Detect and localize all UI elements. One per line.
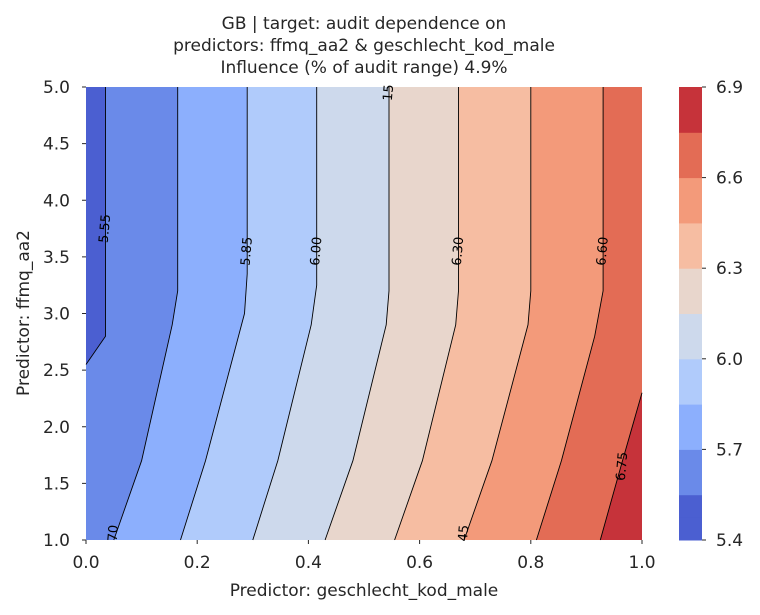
y-tick-label: 3.0 <box>43 305 70 325</box>
colorbar-tick-label: 5.7 <box>716 440 743 460</box>
x-tick-label: 0.2 <box>184 553 211 573</box>
contour-label: 15 <box>381 84 397 102</box>
colorbar-segment <box>679 313 702 360</box>
colorbar: 5.4 5.7 6.0 6.3 6.6 6.9 <box>679 78 743 551</box>
contour-lines <box>85 87 643 541</box>
y-axis: 1.0 1.5 2.0 2.5 3.0 3.5 4.0 4.5 5.0 <box>43 78 86 551</box>
colorbar-segment <box>679 449 702 496</box>
x-tick-label: 0.4 <box>295 553 322 573</box>
contour-band <box>536 87 642 540</box>
contour-label: 6.00 <box>308 236 325 266</box>
y-tick-label: 2.0 <box>43 418 70 438</box>
title-line-2: predictors: ffmq_aa2 & geschlecht_kod_ma… <box>173 36 555 56</box>
y-tick-label: 4.5 <box>43 135 70 155</box>
title-line-3: Influence (% of audit range) 4.9% <box>220 58 507 78</box>
contour-label: 45 <box>456 524 472 542</box>
colorbar-tick-label: 5.4 <box>716 531 743 551</box>
x-tick-label: 0.8 <box>517 553 544 573</box>
colorbar-tick-label: 6.3 <box>716 259 743 279</box>
contour-band <box>600 87 642 540</box>
colorbar-segment <box>679 222 702 269</box>
contour-line <box>463 87 532 541</box>
contour-label: 6.75 <box>614 451 631 481</box>
y-tick-label: 1.0 <box>43 531 70 551</box>
colorbar-segment <box>679 132 702 179</box>
x-tick-label: 0.6 <box>406 553 433 573</box>
contour-line <box>394 87 459 541</box>
y-tick-label: 4.0 <box>43 191 70 211</box>
contour-line <box>535 87 604 541</box>
title-line-1: GB | target: audit dependence on <box>222 14 507 34</box>
y-tick-label: 1.5 <box>43 474 70 494</box>
contour-line <box>85 87 106 365</box>
contour-label: 5.85 <box>239 236 256 266</box>
chart-title: GB | target: audit dependence on predict… <box>173 14 555 78</box>
contour-line <box>599 392 643 541</box>
colorbar-tick-label: 6.0 <box>716 350 743 370</box>
contour-label: 70 <box>106 524 122 542</box>
contour-bands <box>86 87 643 540</box>
x-axis: 0.0 0.2 0.4 0.6 0.8 1.0 <box>72 540 656 573</box>
y-axis-label: Predictor: ffmq_aa2 <box>14 230 34 396</box>
contour-line <box>113 87 179 541</box>
y-tick-label: 5.0 <box>43 78 70 98</box>
contour-label: 6.30 <box>450 236 467 266</box>
colorbar-segment <box>679 177 702 224</box>
x-tick-label: 1.0 <box>628 553 655 573</box>
x-axis-label: Predictor: geschlecht_kod_male <box>230 581 499 601</box>
colorbar-tick-label: 6.6 <box>716 169 743 189</box>
contour-label: 6.60 <box>594 236 611 266</box>
colorbar-tick-label: 6.9 <box>716 78 743 98</box>
contour-line <box>252 87 318 541</box>
colorbar-segment <box>679 494 702 518</box>
contour-line <box>180 87 248 541</box>
colorbar-segment <box>679 404 702 450</box>
colorbar-segment <box>679 268 702 314</box>
contour-line <box>324 87 390 541</box>
contour-labels: 5.55 5.85 6.00 15 6.30 6.60 6.75 70 45 <box>97 84 632 542</box>
x-tick-label: 0.0 <box>72 553 99 573</box>
y-tick-label: 3.5 <box>43 248 70 268</box>
colorbar-segment <box>679 517 702 541</box>
colorbar-segment <box>679 87 702 133</box>
y-tick-label: 2.5 <box>43 361 70 381</box>
colorbar-segment <box>679 358 702 405</box>
contour-label: 5.55 <box>97 213 114 243</box>
